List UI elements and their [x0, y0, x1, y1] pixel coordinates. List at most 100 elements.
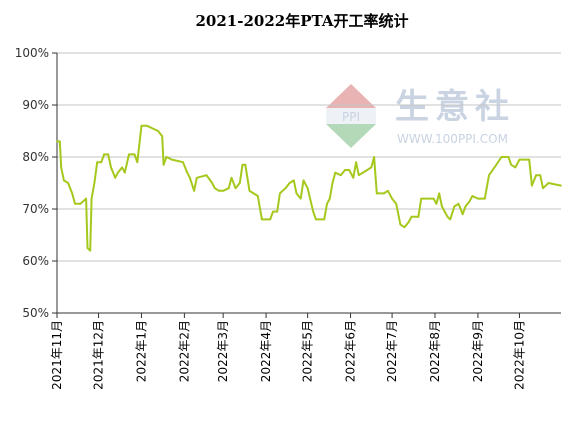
data-point — [315, 218, 317, 221]
watermark-logo-text: PPI — [342, 110, 360, 124]
data-point — [514, 166, 517, 169]
data-point — [510, 163, 513, 166]
data-point — [328, 197, 331, 200]
data-point — [63, 179, 65, 182]
data-point — [417, 215, 420, 218]
data-point — [269, 218, 272, 221]
data-point — [230, 176, 233, 179]
watermark: PPI 生意社 WWW.100PPI.COM — [326, 84, 509, 148]
data-point — [357, 174, 360, 177]
y-tick-label: 100% — [15, 46, 49, 60]
data-point — [446, 215, 449, 218]
x-tick-label: 2022年8月 — [428, 320, 442, 382]
data-point — [186, 171, 189, 174]
data-point — [477, 197, 479, 200]
data-point — [161, 135, 164, 138]
data-point — [483, 197, 486, 200]
y-tick-label: 80% — [22, 150, 49, 164]
data-point — [96, 161, 99, 164]
data-point — [89, 249, 92, 252]
data-point — [117, 171, 119, 174]
data-point — [284, 187, 287, 190]
data-point — [560, 184, 562, 187]
data-point — [222, 189, 225, 192]
data-point — [85, 197, 87, 200]
data-point — [323, 218, 326, 221]
data-point — [518, 158, 521, 161]
data-point — [403, 226, 406, 229]
data-point — [542, 187, 544, 190]
data-point — [195, 176, 198, 179]
data-point — [272, 210, 274, 213]
data-point — [382, 192, 385, 195]
data-point — [56, 140, 58, 143]
data-point — [252, 192, 255, 195]
x-tick-label: 2022年9月 — [471, 320, 485, 382]
data-point — [435, 202, 438, 205]
data-point — [157, 130, 160, 132]
data-point — [464, 205, 467, 208]
data-point — [60, 166, 63, 169]
data-point — [279, 192, 281, 195]
data-point — [128, 153, 130, 156]
data-point — [449, 218, 452, 221]
data-point — [539, 174, 542, 177]
data-point — [58, 140, 61, 143]
data-point — [288, 182, 291, 184]
x-tick-label: 2021年12月 — [92, 320, 106, 390]
data-point — [312, 210, 315, 213]
y-tick-label: 50% — [22, 306, 49, 320]
x-tick-label: 2022年1月 — [134, 320, 148, 382]
data-point — [344, 169, 346, 171]
data-point — [531, 184, 533, 187]
data-point — [182, 161, 184, 164]
data-point — [238, 182, 241, 184]
data-point — [189, 176, 191, 179]
data-point — [352, 176, 355, 179]
data-point — [71, 192, 74, 195]
data-point — [218, 189, 220, 192]
data-point — [500, 156, 503, 158]
x-tick-label: 2022年10月 — [512, 320, 526, 390]
data-point — [261, 218, 263, 221]
data-point — [375, 192, 378, 195]
x-tick-label: 2022年4月 — [259, 320, 273, 382]
data-point — [302, 179, 305, 182]
data-point — [248, 189, 251, 192]
data-point — [103, 153, 105, 156]
data-point — [151, 127, 154, 130]
data-point — [292, 179, 295, 182]
x-tick-label: 2022年5月 — [301, 320, 315, 382]
data-point — [373, 156, 375, 158]
data-point — [438, 192, 441, 195]
data-point — [387, 189, 389, 192]
data-point — [193, 189, 196, 192]
data-point — [256, 195, 259, 197]
chart-title: 2021-2022年PTA开工率统计 — [196, 12, 409, 30]
watermark-url: WWW.100PPI.COM — [397, 132, 508, 146]
data-point — [146, 124, 148, 127]
data-point — [471, 195, 474, 197]
data-point — [86, 247, 89, 249]
x-tick-label: 2022年3月 — [216, 320, 230, 382]
data-point — [295, 192, 298, 195]
x-tick-label: 2022年6月 — [344, 320, 358, 382]
data-point — [136, 161, 139, 164]
data-point — [457, 202, 460, 205]
y-tick-label: 90% — [22, 98, 49, 112]
data-point — [93, 182, 96, 184]
data-point — [326, 202, 328, 205]
ppi-logo-icon: PPI — [326, 84, 376, 148]
data-point — [299, 197, 302, 200]
data-point — [114, 176, 117, 179]
data-point — [420, 197, 423, 200]
data-point — [234, 187, 237, 190]
data-point — [306, 187, 309, 190]
data-point — [67, 182, 69, 184]
plot-area — [56, 124, 562, 252]
data-point — [334, 171, 337, 174]
data-point — [391, 197, 393, 200]
data-point — [362, 171, 364, 174]
y-tick-label: 70% — [22, 202, 49, 216]
data-point — [110, 166, 112, 169]
